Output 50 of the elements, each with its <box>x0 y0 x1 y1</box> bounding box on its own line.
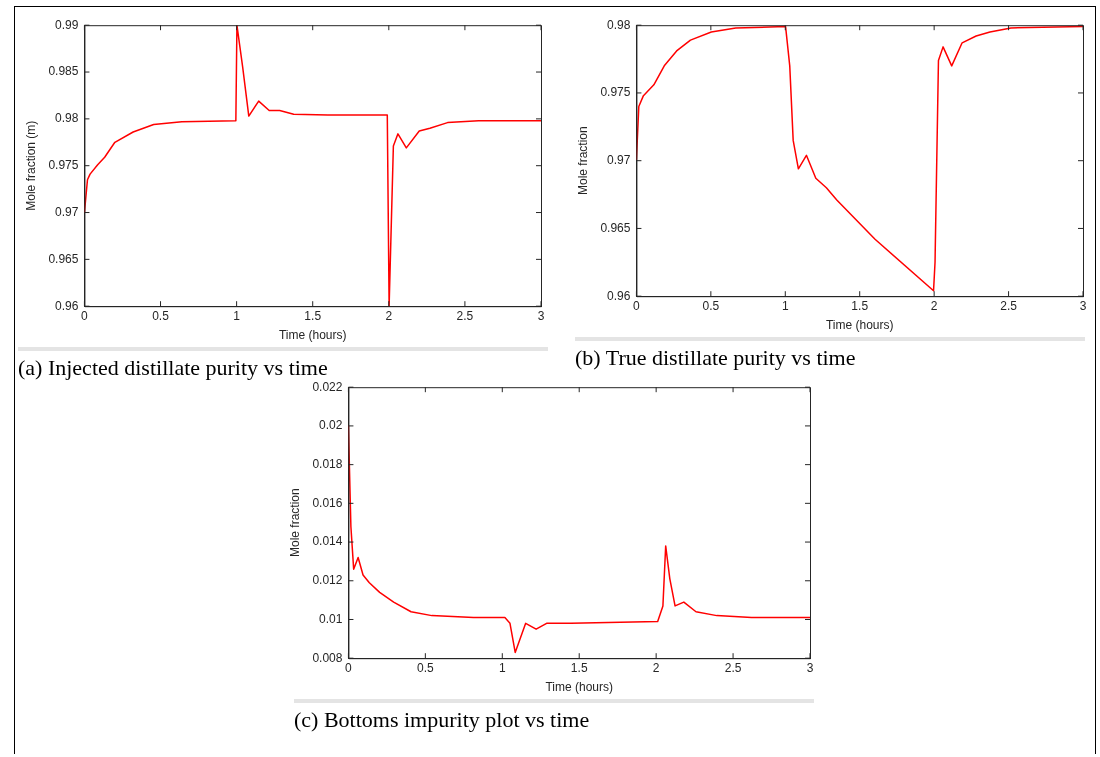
text: (a) Injected distillate purity vs time <box>18 347 548 381</box>
y-axis-title: Mole fraction <box>575 126 590 196</box>
y-tick-label: 0.02 <box>319 418 343 433</box>
y-tick-label: 0.01 <box>319 611 343 626</box>
y-tick-label: 0.975 <box>600 85 631 100</box>
text: (b) True distillate purity vs time <box>575 337 1085 371</box>
x-tick-label: 2 <box>385 308 393 323</box>
y-tick-label: 0.014 <box>312 534 343 549</box>
y-axis-title: Mole fraction <box>287 488 302 558</box>
y-tick-label: 0.985 <box>48 64 79 79</box>
x-tick-label: 0.5 <box>702 298 720 313</box>
y-tick-label: 0.965 <box>48 251 79 266</box>
y-tick-label: 0.96 <box>55 298 79 313</box>
x-tick-label: 0 <box>633 298 641 313</box>
y-tick-label: 0.97 <box>607 153 631 168</box>
x-tick-label: 1 <box>233 308 241 323</box>
x-tick-label: 2.5 <box>1000 298 1018 313</box>
y-tick-label: 0.98 <box>55 111 79 126</box>
x-tick-label: 0 <box>345 660 353 675</box>
y-axis-title: Mole fraction (m) <box>23 120 38 211</box>
x-tick-label: 1 <box>498 660 506 675</box>
y-tick-label: 0.008 <box>312 650 343 665</box>
x-tick-label: 1 <box>781 298 789 313</box>
x-tick-label: 3 <box>537 308 545 323</box>
y-tick-label: 0.012 <box>312 573 343 588</box>
y-tick-label: 0.016 <box>312 495 343 510</box>
y-tick-label: 0.975 <box>48 158 79 173</box>
x-tick-label: 0 <box>81 308 89 323</box>
y-tick-label: 0.97 <box>55 204 79 219</box>
x-tick-label: 3 <box>1079 298 1087 313</box>
x-tick-label: 1.5 <box>570 660 588 675</box>
y-tick-label: 0.96 <box>607 288 631 303</box>
x-tick-label: 1.5 <box>304 308 322 323</box>
text: (c) Bottoms impurity plot vs time <box>294 699 814 733</box>
y-tick-label: 0.965 <box>600 220 631 235</box>
x-axis-title: Time (hours) <box>545 680 613 695</box>
x-tick-label: 2 <box>930 298 938 313</box>
y-tick-label: 0.022 <box>312 379 343 394</box>
x-axis-title: Time (hours) <box>825 318 894 333</box>
x-tick-label: 2 <box>652 660 660 675</box>
x-tick-label: 2.5 <box>456 308 474 323</box>
y-tick-label: 0.99 <box>55 17 79 32</box>
y-tick-label: 0.018 <box>312 456 343 471</box>
x-tick-label: 0.5 <box>152 308 170 323</box>
y-tick-label: 0.98 <box>607 17 631 32</box>
x-tick-label: 1.5 <box>851 298 869 313</box>
x-tick-label: 2.5 <box>724 660 742 675</box>
x-tick-label: 3 <box>806 660 814 675</box>
x-axis-title: Time (hours) <box>278 328 347 343</box>
x-tick-label: 0.5 <box>417 660 435 675</box>
